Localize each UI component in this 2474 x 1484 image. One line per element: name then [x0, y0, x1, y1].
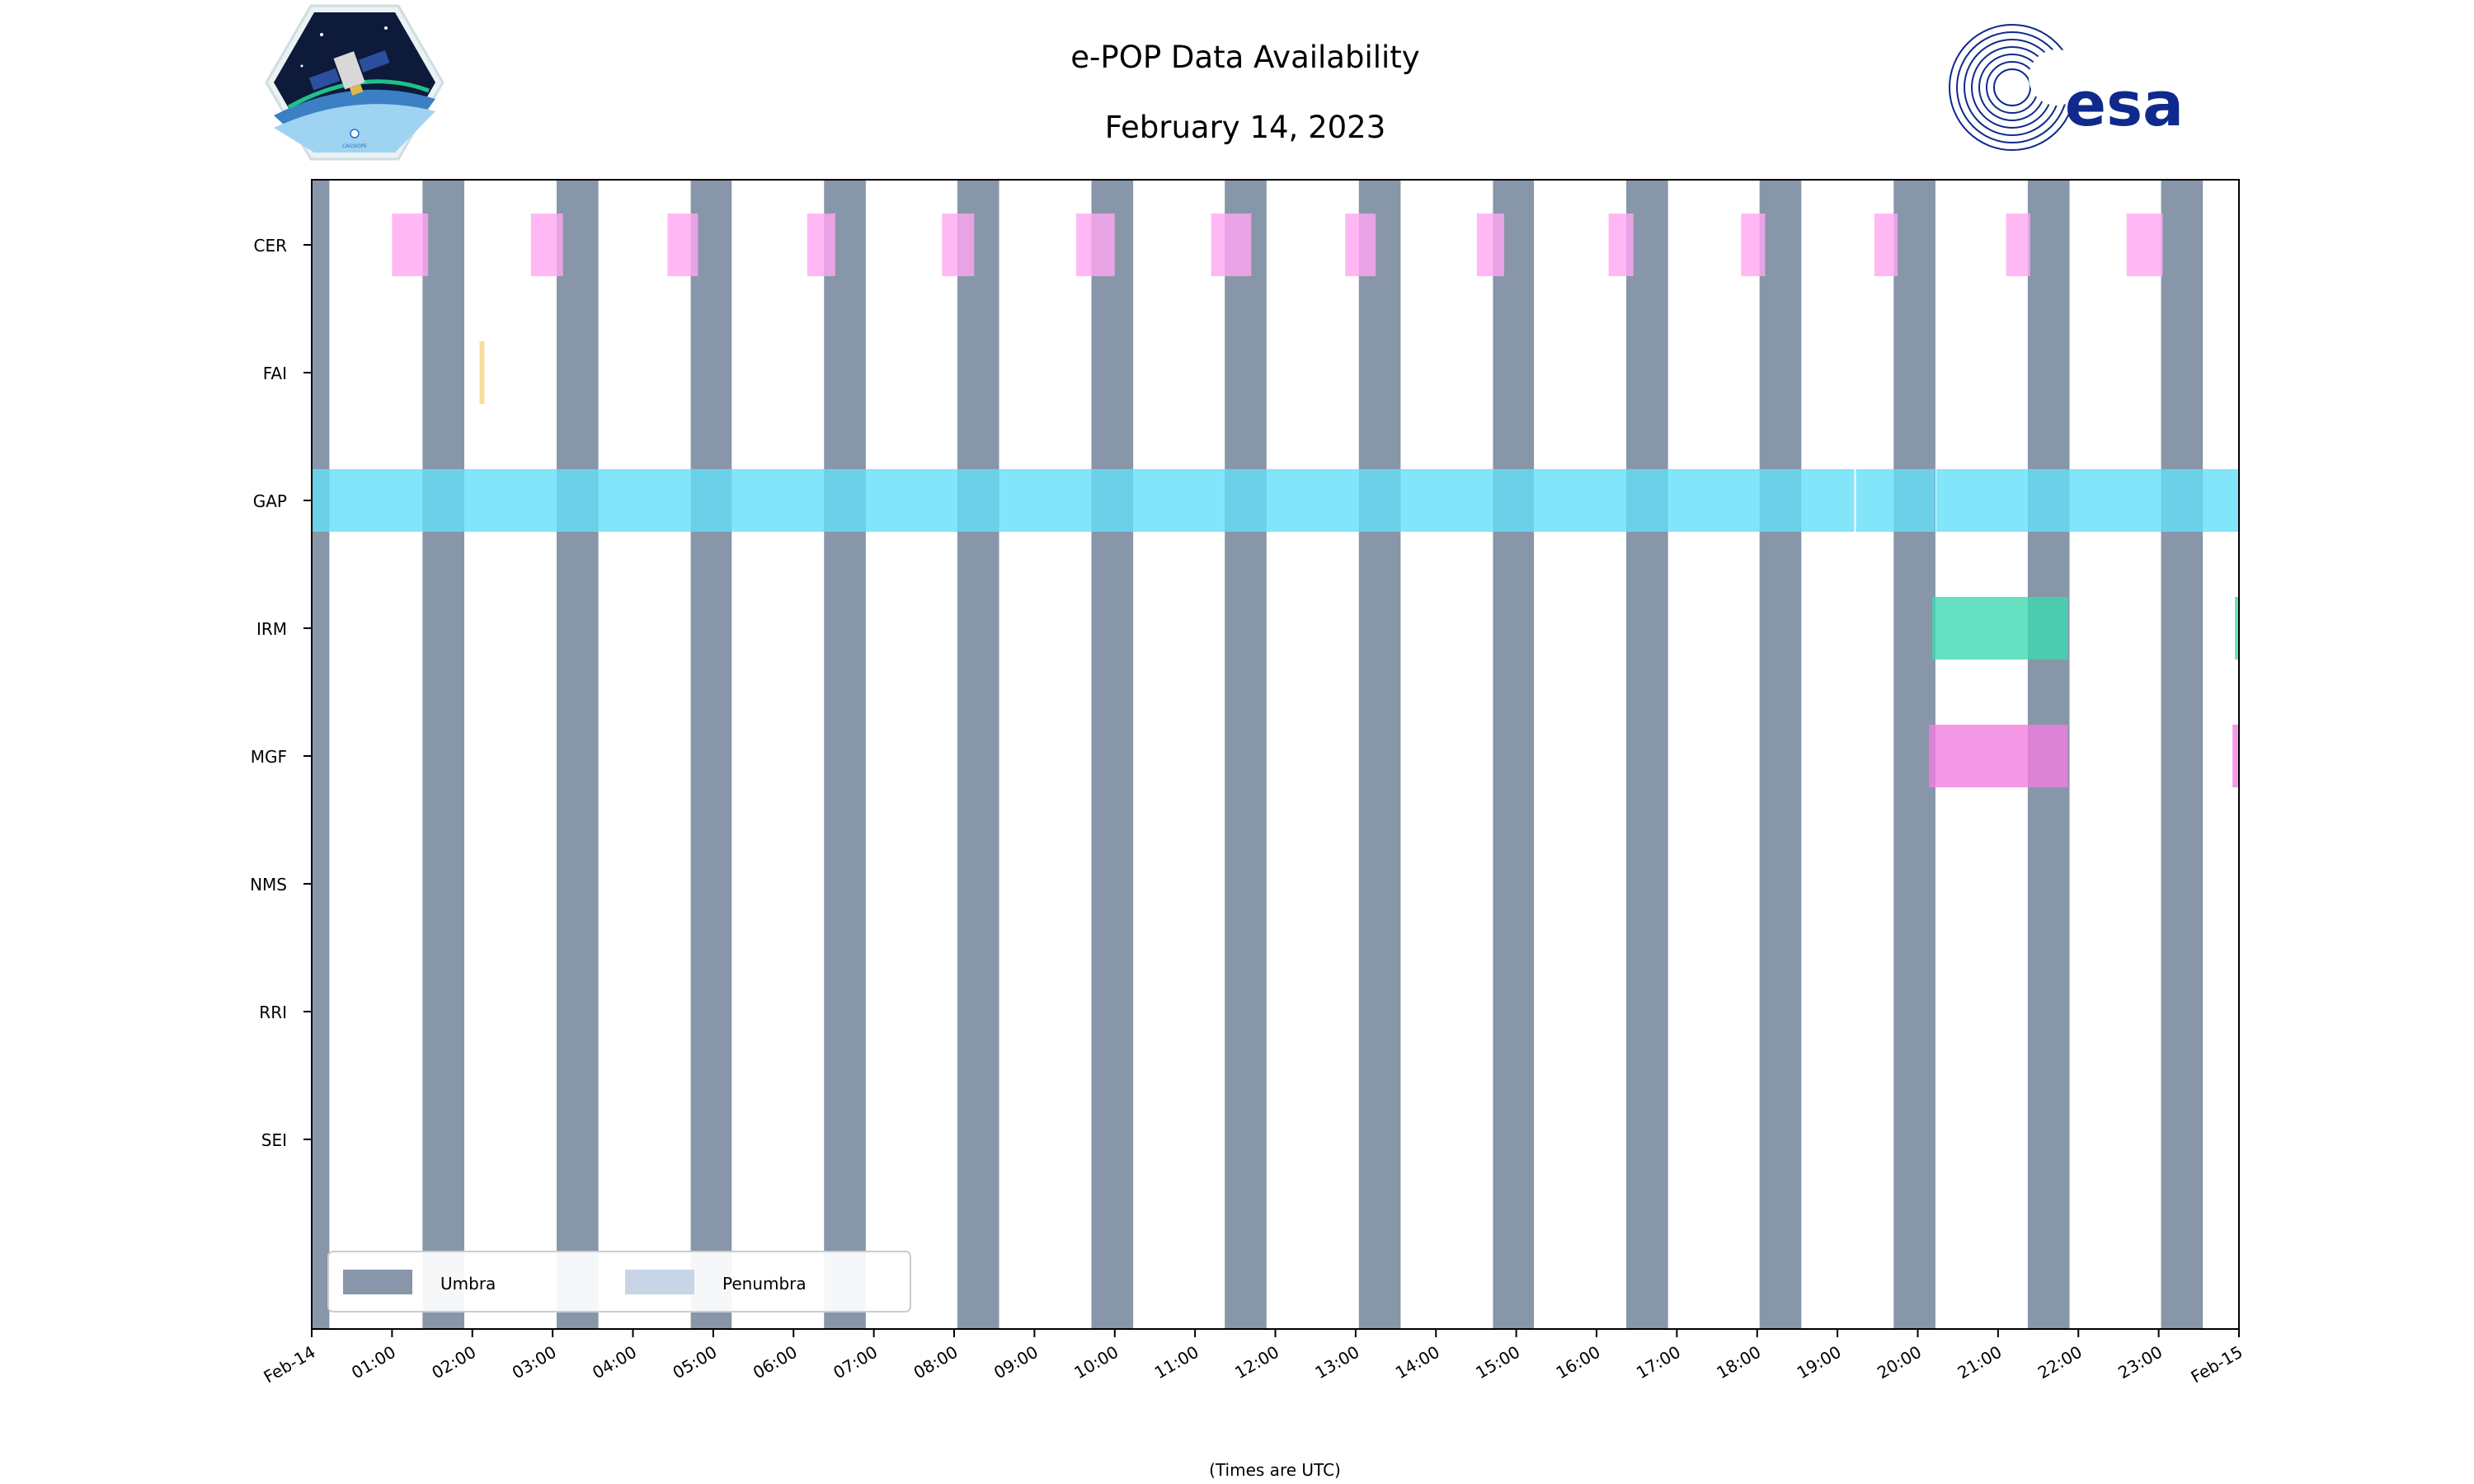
esa-logo-text: esa	[2065, 69, 2184, 140]
gap-data-bar-1	[312, 469, 1855, 532]
umbra-band-10	[1493, 180, 1535, 1329]
y-tick-label-irm: IRM	[256, 619, 287, 639]
y-axis: CER FAI GAP IRM MGF NMS RRI SEI	[250, 236, 312, 1150]
x-tick-label-24: Feb-15	[2188, 1342, 2246, 1388]
cer-data-bar-1	[392, 214, 429, 276]
satellite-icon	[308, 50, 390, 96]
umbra-band-3	[556, 180, 599, 1329]
irm-data-bar-2	[2235, 597, 2239, 660]
cer-data-bar-2	[530, 214, 563, 276]
cer-data-bar-3	[667, 214, 698, 276]
cassiope-logo: CASSIOPE	[265, 4, 444, 161]
umbra-band-7	[1091, 180, 1134, 1329]
umbra-band-11	[1626, 180, 1668, 1329]
legend-penumbra-swatch	[625, 1270, 694, 1294]
plot-area: CER FAI GAP IRM MGF NMS RRI SEI Feb-14 01:00 02:0…	[250, 179, 2246, 1387]
x-tick-label-20: 20:00	[1874, 1342, 1925, 1383]
irm-data-bar-1	[1932, 597, 2068, 660]
umbra-band-2	[422, 180, 465, 1329]
x-tick-label-22: 22:00	[2034, 1342, 2086, 1383]
chart-title-line-2: February 14, 2023	[1105, 110, 1385, 145]
y-tick-label-nms: NMS	[250, 875, 287, 895]
x-tick-label-13: 13:00	[1311, 1342, 1362, 1383]
x-tick-label-9: 09:00	[990, 1342, 1042, 1383]
umbra-band-5	[824, 180, 866, 1329]
umbra-band-13	[1893, 180, 1935, 1329]
y-tick-label-fai: FAI	[263, 364, 287, 383]
umbra-band-4	[690, 180, 732, 1329]
x-tick-label-15: 15:00	[1472, 1342, 1523, 1383]
y-tick-label-gap: GAP	[253, 491, 287, 511]
umbra-band-15	[2161, 180, 2204, 1329]
chart-title-line-1: e-POP Data Availability	[1070, 40, 1419, 75]
data-layer	[312, 214, 2239, 787]
x-tick-label-7: 07:00	[830, 1342, 881, 1383]
cer-data-bar-4	[807, 214, 835, 276]
x-tick-label-18: 18:00	[1713, 1342, 1764, 1383]
gap-data-bar-2	[1856, 469, 1935, 532]
cer-data-bar-6	[1076, 214, 1115, 276]
umbra-layer	[312, 180, 2204, 1329]
x-axis: Feb-14 01:00 02:00 03:00 04:00 05:00 06:00 07:0…	[261, 1329, 2246, 1387]
x-tick-label-12: 12:00	[1231, 1342, 1282, 1383]
x-tick-label-14: 14:00	[1392, 1342, 1443, 1383]
cer-data-bar-13	[2006, 214, 2030, 276]
legend-penumbra-label: Penumbra	[722, 1274, 807, 1294]
x-tick-label-23: 23:00	[2114, 1342, 2166, 1383]
x-tick-label-1: 01:00	[348, 1342, 399, 1383]
esa-logo: esa	[1949, 24, 2184, 151]
x-tick-label-16: 16:00	[1553, 1342, 1604, 1383]
cer-data-bar-8	[1345, 214, 1376, 276]
x-tick-label-0: Feb-14	[261, 1342, 319, 1388]
cer-data-bar-7	[1211, 214, 1252, 276]
x-tick-label-5: 05:00	[669, 1342, 720, 1383]
x-tick-label-2: 02:00	[428, 1342, 479, 1383]
x-tick-label-11: 11:00	[1151, 1342, 1202, 1383]
fai-data-bar-1	[479, 341, 485, 404]
x-tick-label-17: 17:00	[1633, 1342, 1684, 1383]
cer-data-bar-14	[2126, 214, 2163, 276]
cer-data-bar-10	[1608, 214, 1634, 276]
umbra-band-1	[312, 180, 330, 1329]
umbra-band-9	[1358, 180, 1401, 1329]
legend-umbra-label: Umbra	[440, 1274, 496, 1294]
mgf-data-bar-2	[2232, 725, 2239, 787]
cer-data-bar-11	[1741, 214, 1766, 276]
x-tick-label-4: 04:00	[589, 1342, 640, 1383]
legend-umbra-swatch	[343, 1270, 412, 1294]
x-tick-label-19: 19:00	[1794, 1342, 1845, 1383]
cer-data-bar-5	[942, 214, 975, 276]
x-tick-label-10: 10:00	[1070, 1342, 1122, 1383]
x-tick-label-8: 08:00	[910, 1342, 962, 1383]
x-tick-label-6: 06:00	[750, 1342, 801, 1383]
y-tick-label-cer: CER	[254, 236, 288, 256]
y-tick-label-sei: SEI	[261, 1130, 287, 1150]
x-tick-label-3: 03:00	[509, 1342, 560, 1383]
umbra-band-8	[1225, 180, 1267, 1329]
mgf-data-bar-1	[1929, 725, 2068, 787]
gap-data-bar-3	[1935, 469, 2239, 532]
x-tick-label-21: 21:00	[1954, 1342, 2005, 1383]
y-tick-label-mgf: MGF	[251, 747, 287, 767]
y-tick-label-rri: RRI	[259, 1003, 287, 1022]
umbra-band-12	[1759, 180, 1802, 1329]
umbra-band-6	[957, 180, 999, 1329]
cer-data-bar-9	[1476, 214, 1505, 276]
legend: Umbra Penumbra	[327, 1251, 911, 1313]
cer-data-bar-12	[1874, 214, 1898, 276]
cassiope-logo-text: CASSIOPE	[342, 143, 367, 149]
x-axis-label: (Times are UTC)	[1209, 1460, 1341, 1480]
